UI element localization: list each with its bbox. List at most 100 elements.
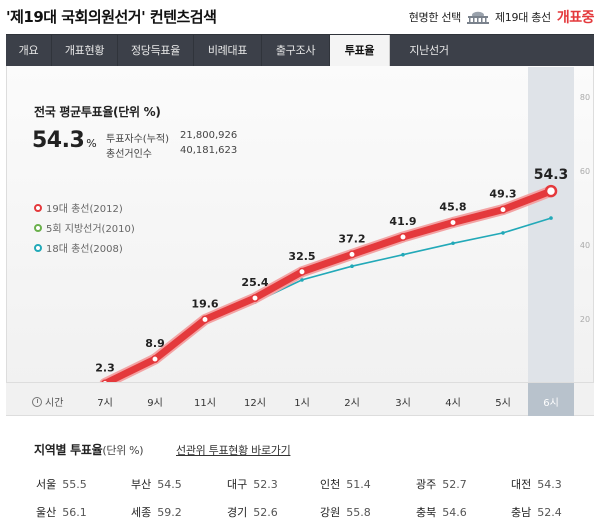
- data-label-2012: 37.2: [338, 232, 365, 245]
- electorate-value: 40,181,623: [180, 145, 238, 156]
- region-name: 울산: [36, 506, 57, 519]
- election-label: 제19대 총선: [494, 11, 551, 24]
- region-name: 대전: [511, 478, 532, 491]
- region-item: 부산 54.5: [131, 476, 182, 492]
- series-point-2012: [449, 218, 457, 227]
- series-point-2012: [151, 355, 159, 364]
- region-value: 56.1: [62, 506, 87, 519]
- region-name: 충남: [511, 506, 532, 519]
- region-name: 대구: [227, 478, 248, 491]
- region-item: 대전 54.3: [511, 476, 562, 492]
- nec-turnout-link[interactable]: 선관위 투표현황 바로가기: [176, 444, 291, 457]
- region-item: 경기 52.6: [227, 504, 278, 520]
- region-name: 광주: [416, 478, 437, 491]
- legend-item-2010: 5회 지방선거(2010): [34, 220, 135, 235]
- data-label-2012: 25.4: [241, 276, 268, 289]
- legend-label-2008: 18대 총선(2008): [46, 244, 123, 255]
- series-point-2012: [399, 233, 407, 241]
- tab-exit-poll[interactable]: 출구조사: [262, 35, 330, 66]
- voters-label: 투표자수(누적): [106, 134, 170, 145]
- tab-overview[interactable]: 개요: [6, 35, 52, 66]
- legend-item-2008: 18대 총선(2008): [34, 240, 123, 255]
- y-tick-label-60: 60: [580, 167, 590, 176]
- data-label-2012: 32.5: [288, 250, 315, 263]
- data-label-2012: 8.9: [145, 337, 165, 350]
- legend-label-2010: 5회 지방선거(2010): [46, 224, 135, 235]
- region-value: 52.3: [253, 478, 278, 491]
- data-label-2012: 2.3: [95, 361, 115, 374]
- tab-counting-status[interactable]: 개표현황: [52, 35, 118, 66]
- x-tick-label: 4시: [445, 398, 461, 409]
- regional-title-text: 지역별 투표율: [34, 443, 103, 457]
- region-value: 51.4: [346, 478, 371, 491]
- current-hour-column: [528, 67, 574, 382]
- region-value: 52.4: [537, 506, 562, 519]
- region-name: 세종: [131, 506, 152, 519]
- region-value: 54.6: [442, 506, 467, 519]
- x-tick-label: 6시: [543, 398, 559, 409]
- x-tick-label: 9시: [147, 398, 163, 409]
- x-tick-label: 11시: [194, 398, 216, 409]
- current-time-highlight: [528, 383, 574, 416]
- series-point-2012: [201, 315, 209, 324]
- tab-proportional[interactable]: 비례대표: [194, 35, 262, 66]
- tab-turnout[interactable]: 투표율: [330, 35, 390, 66]
- y-tick-label-40: 40: [580, 241, 590, 250]
- tab-past-elections[interactable]: 지난선거: [409, 44, 449, 57]
- region-value: 52.7: [442, 478, 467, 491]
- series-point-2008: [549, 216, 553, 220]
- region-item: 대구 52.3: [227, 476, 278, 492]
- region-value: 54.5: [157, 478, 182, 491]
- region-item: 충북 54.6: [416, 504, 467, 520]
- clock-icon: [32, 396, 42, 407]
- y-tick-label-80: 80: [580, 93, 590, 102]
- page-title: '제19대 국회의원선거' 컨텐츠검색: [6, 8, 217, 26]
- region-item: 인천 51.4: [320, 476, 371, 492]
- series-point-2012: [544, 184, 558, 198]
- x-tick-label: 3시: [395, 398, 411, 409]
- national-turnout-value: 54.3%: [32, 128, 97, 153]
- y-tick-label-20: 20: [580, 315, 590, 324]
- region-value: 55.5: [62, 478, 87, 491]
- series-point-2012: [348, 250, 356, 259]
- data-label-2012: 45.8: [439, 201, 466, 214]
- region-value: 52.6: [253, 506, 278, 519]
- national-assembly-icon: [466, 11, 489, 24]
- chart-panel: [6, 66, 594, 416]
- series-glow-2012: [99, 185, 557, 389]
- electorate-label: 총선거인수: [106, 149, 152, 160]
- regional-unit: (단위 %): [102, 444, 144, 457]
- region-value: 54.3: [537, 478, 562, 491]
- data-label-2012: 19.6: [191, 297, 218, 310]
- region-name: 강원: [320, 506, 341, 519]
- live-status-badge: 개표중: [556, 10, 595, 26]
- legend-dot-2008: [34, 243, 42, 252]
- region-item: 강원 55.8: [320, 504, 371, 520]
- summary-title: 전국 평균투표율(단위 %): [34, 105, 161, 119]
- x-tick-label: 7시: [97, 398, 113, 409]
- series-point-2008: [451, 241, 455, 246]
- series-point-2012: [251, 294, 259, 302]
- region-item: 서울 55.5: [36, 476, 87, 492]
- region-name: 부산: [131, 478, 152, 491]
- data-label-2012: 54.3: [534, 167, 569, 183]
- region-name: 경기: [227, 506, 248, 519]
- tab-party-votes[interactable]: 정당득표율: [118, 35, 194, 66]
- region-name: 서울: [36, 478, 57, 491]
- legend-item-2012: 19대 총선(2012): [34, 200, 123, 215]
- region-value: 55.8: [346, 506, 371, 519]
- legend-dot-2012: [34, 203, 42, 212]
- series-point-2008: [401, 252, 405, 257]
- x-tick-label: 2시: [344, 398, 360, 409]
- legend-dot-2010: [34, 223, 42, 232]
- region-value: 59.2: [157, 506, 182, 519]
- region-item: 충남 52.4: [511, 504, 562, 520]
- series-line-2008: [104, 217, 552, 385]
- x-tick-label: 1시: [294, 398, 310, 409]
- x-tick-label: 5시: [495, 398, 511, 409]
- series-point-2008: [300, 278, 304, 282]
- x-tick-label: 12시: [244, 398, 266, 409]
- series-point-2012: [499, 205, 507, 214]
- selection-label: 현명한 선택: [408, 11, 462, 24]
